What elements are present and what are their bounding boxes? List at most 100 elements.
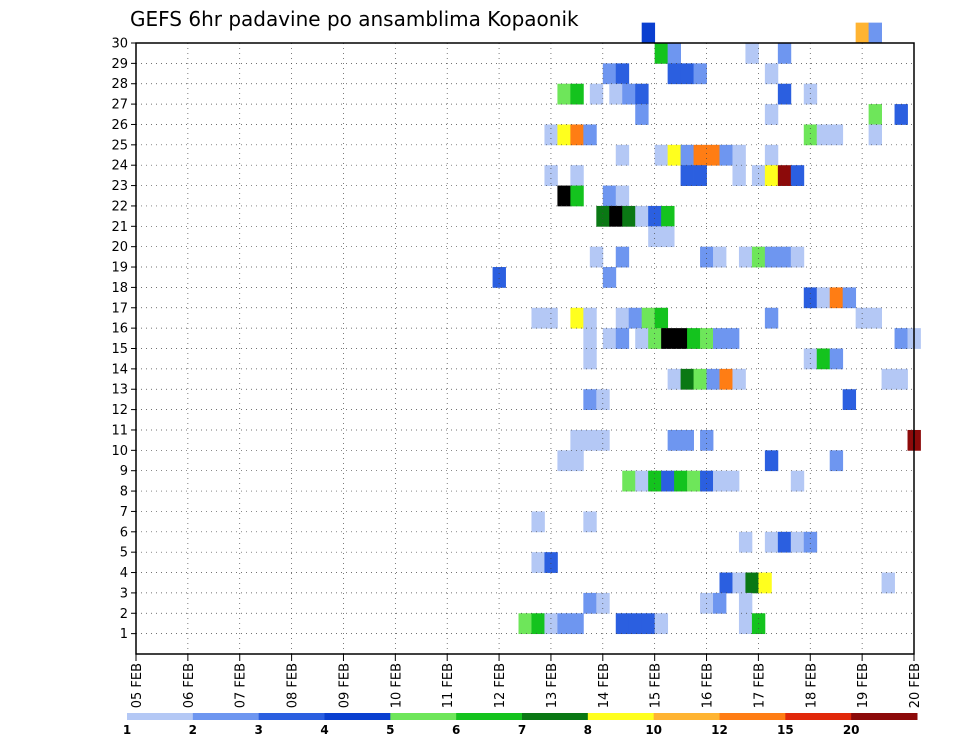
heatmap-cell <box>641 307 656 329</box>
heatmap-cell <box>687 470 701 492</box>
heatmap-cell <box>732 368 746 390</box>
colorbar-label: 10 <box>645 723 662 737</box>
heatmap-cell <box>894 328 908 349</box>
heatmap-cell <box>615 613 630 635</box>
heatmap-cell <box>557 450 571 472</box>
x-tick-label: 19 FEB <box>856 663 871 708</box>
heatmap-cell <box>881 368 895 390</box>
y-tick-label: 24 <box>111 159 128 174</box>
heatmap-cell <box>842 287 857 309</box>
heatmap-cell <box>687 328 701 349</box>
heatmap-cell <box>803 124 818 146</box>
heatmap-cell <box>570 307 584 329</box>
y-tick-label: 8 <box>120 485 128 500</box>
heatmap-cell <box>583 307 597 329</box>
heatmap-cell <box>531 613 545 635</box>
heatmap-cell <box>693 368 707 390</box>
heatmap-cell <box>557 185 571 207</box>
colorbar-swatch <box>390 713 457 720</box>
y-tick-label: 14 <box>111 362 128 377</box>
heatmap-cell <box>570 429 584 451</box>
heatmap-cell <box>570 83 584 105</box>
heatmap-cell <box>764 63 779 85</box>
y-tick-label: 18 <box>111 281 128 296</box>
heatmap-cell <box>602 63 617 85</box>
heatmap-cell <box>732 572 746 594</box>
colorbar-swatch <box>653 713 720 720</box>
colorbar-label: 8 <box>584 723 592 737</box>
heatmap-cell <box>803 531 818 553</box>
y-tick-label: 5 <box>120 546 128 561</box>
heatmap-cell <box>622 83 636 105</box>
heatmap-cell <box>713 246 727 268</box>
colorbar-label: 7 <box>518 723 526 737</box>
heatmap-cell <box>881 572 895 594</box>
heatmap-cell <box>751 165 766 186</box>
x-tick-label: 10 FEB <box>389 663 404 708</box>
heatmap-cell <box>589 246 604 268</box>
heatmap-cell <box>868 104 882 125</box>
heatmap-cell <box>894 368 908 390</box>
heatmap-cell <box>713 592 727 614</box>
heatmap-cell <box>816 287 831 309</box>
heatmap-cell <box>596 205 610 227</box>
colorbar-label: 3 <box>254 723 262 737</box>
heatmap-cell <box>615 144 630 166</box>
heatmap-cell <box>544 552 558 573</box>
heatmap-cell <box>622 470 636 492</box>
heatmap-cell <box>829 287 844 309</box>
heatmap-cells <box>492 22 921 635</box>
heatmap-cell <box>790 470 805 492</box>
heatmap-cell <box>661 470 675 492</box>
heatmap-cell <box>609 83 623 105</box>
heatmap-cell <box>674 470 688 492</box>
heatmap-cell <box>570 124 584 146</box>
heatmap-cell <box>544 124 558 146</box>
y-tick-label: 6 <box>120 525 128 540</box>
heatmap-cell <box>745 572 759 594</box>
heatmap-cell <box>583 592 597 614</box>
heatmap-cell <box>894 104 908 125</box>
heatmap-cell <box>738 592 753 614</box>
heatmap-cell <box>492 267 506 288</box>
heatmap-cell <box>764 531 779 553</box>
heatmap-cell <box>544 165 558 186</box>
heatmap-cell <box>648 205 662 227</box>
y-axis-ticks: 1234567891011121314151617181920212223242… <box>111 37 136 642</box>
heatmap-cell <box>557 124 571 146</box>
heatmap-cell <box>602 328 617 349</box>
heatmap-cell <box>764 165 779 186</box>
heatmap-cell <box>868 124 882 146</box>
heatmap-cell <box>764 144 779 166</box>
heatmap-cell <box>680 63 694 85</box>
colorbar-label: 5 <box>386 723 394 737</box>
x-tick-label: 17 FEB <box>752 663 767 708</box>
heatmap-cell <box>654 43 669 64</box>
heatmap-cell <box>758 572 772 594</box>
heatmap-cell <box>615 185 630 207</box>
colorbar-swatch <box>192 713 260 720</box>
x-tick-label: 15 FEB <box>649 663 664 708</box>
heatmap-cell <box>816 348 831 370</box>
heatmap-cell <box>732 144 746 166</box>
x-tick-label: 16 FEB <box>701 663 716 708</box>
y-tick-label: 23 <box>111 179 128 194</box>
heatmap-cell <box>596 389 610 410</box>
y-tick-label: 10 <box>111 444 128 459</box>
heatmap-cell <box>531 307 545 329</box>
heatmap-cell <box>745 43 759 64</box>
heatmap-cell <box>635 104 649 125</box>
heatmap-cell <box>596 429 610 451</box>
heatmap-cell <box>661 205 675 227</box>
heatmap-cell <box>777 43 792 64</box>
heatmap-cell <box>635 470 649 492</box>
x-tick-label: 18 FEB <box>804 663 819 708</box>
heatmap-cell <box>583 348 597 370</box>
heatmap-cell <box>693 165 707 186</box>
heatmap-cell <box>868 22 882 44</box>
chart-title: GEFS 6hr padavine po ansamblima Kopaonik <box>130 7 579 31</box>
heatmap-cell <box>570 613 584 635</box>
y-tick-label: 21 <box>111 220 128 235</box>
heatmap-cell <box>719 144 733 166</box>
